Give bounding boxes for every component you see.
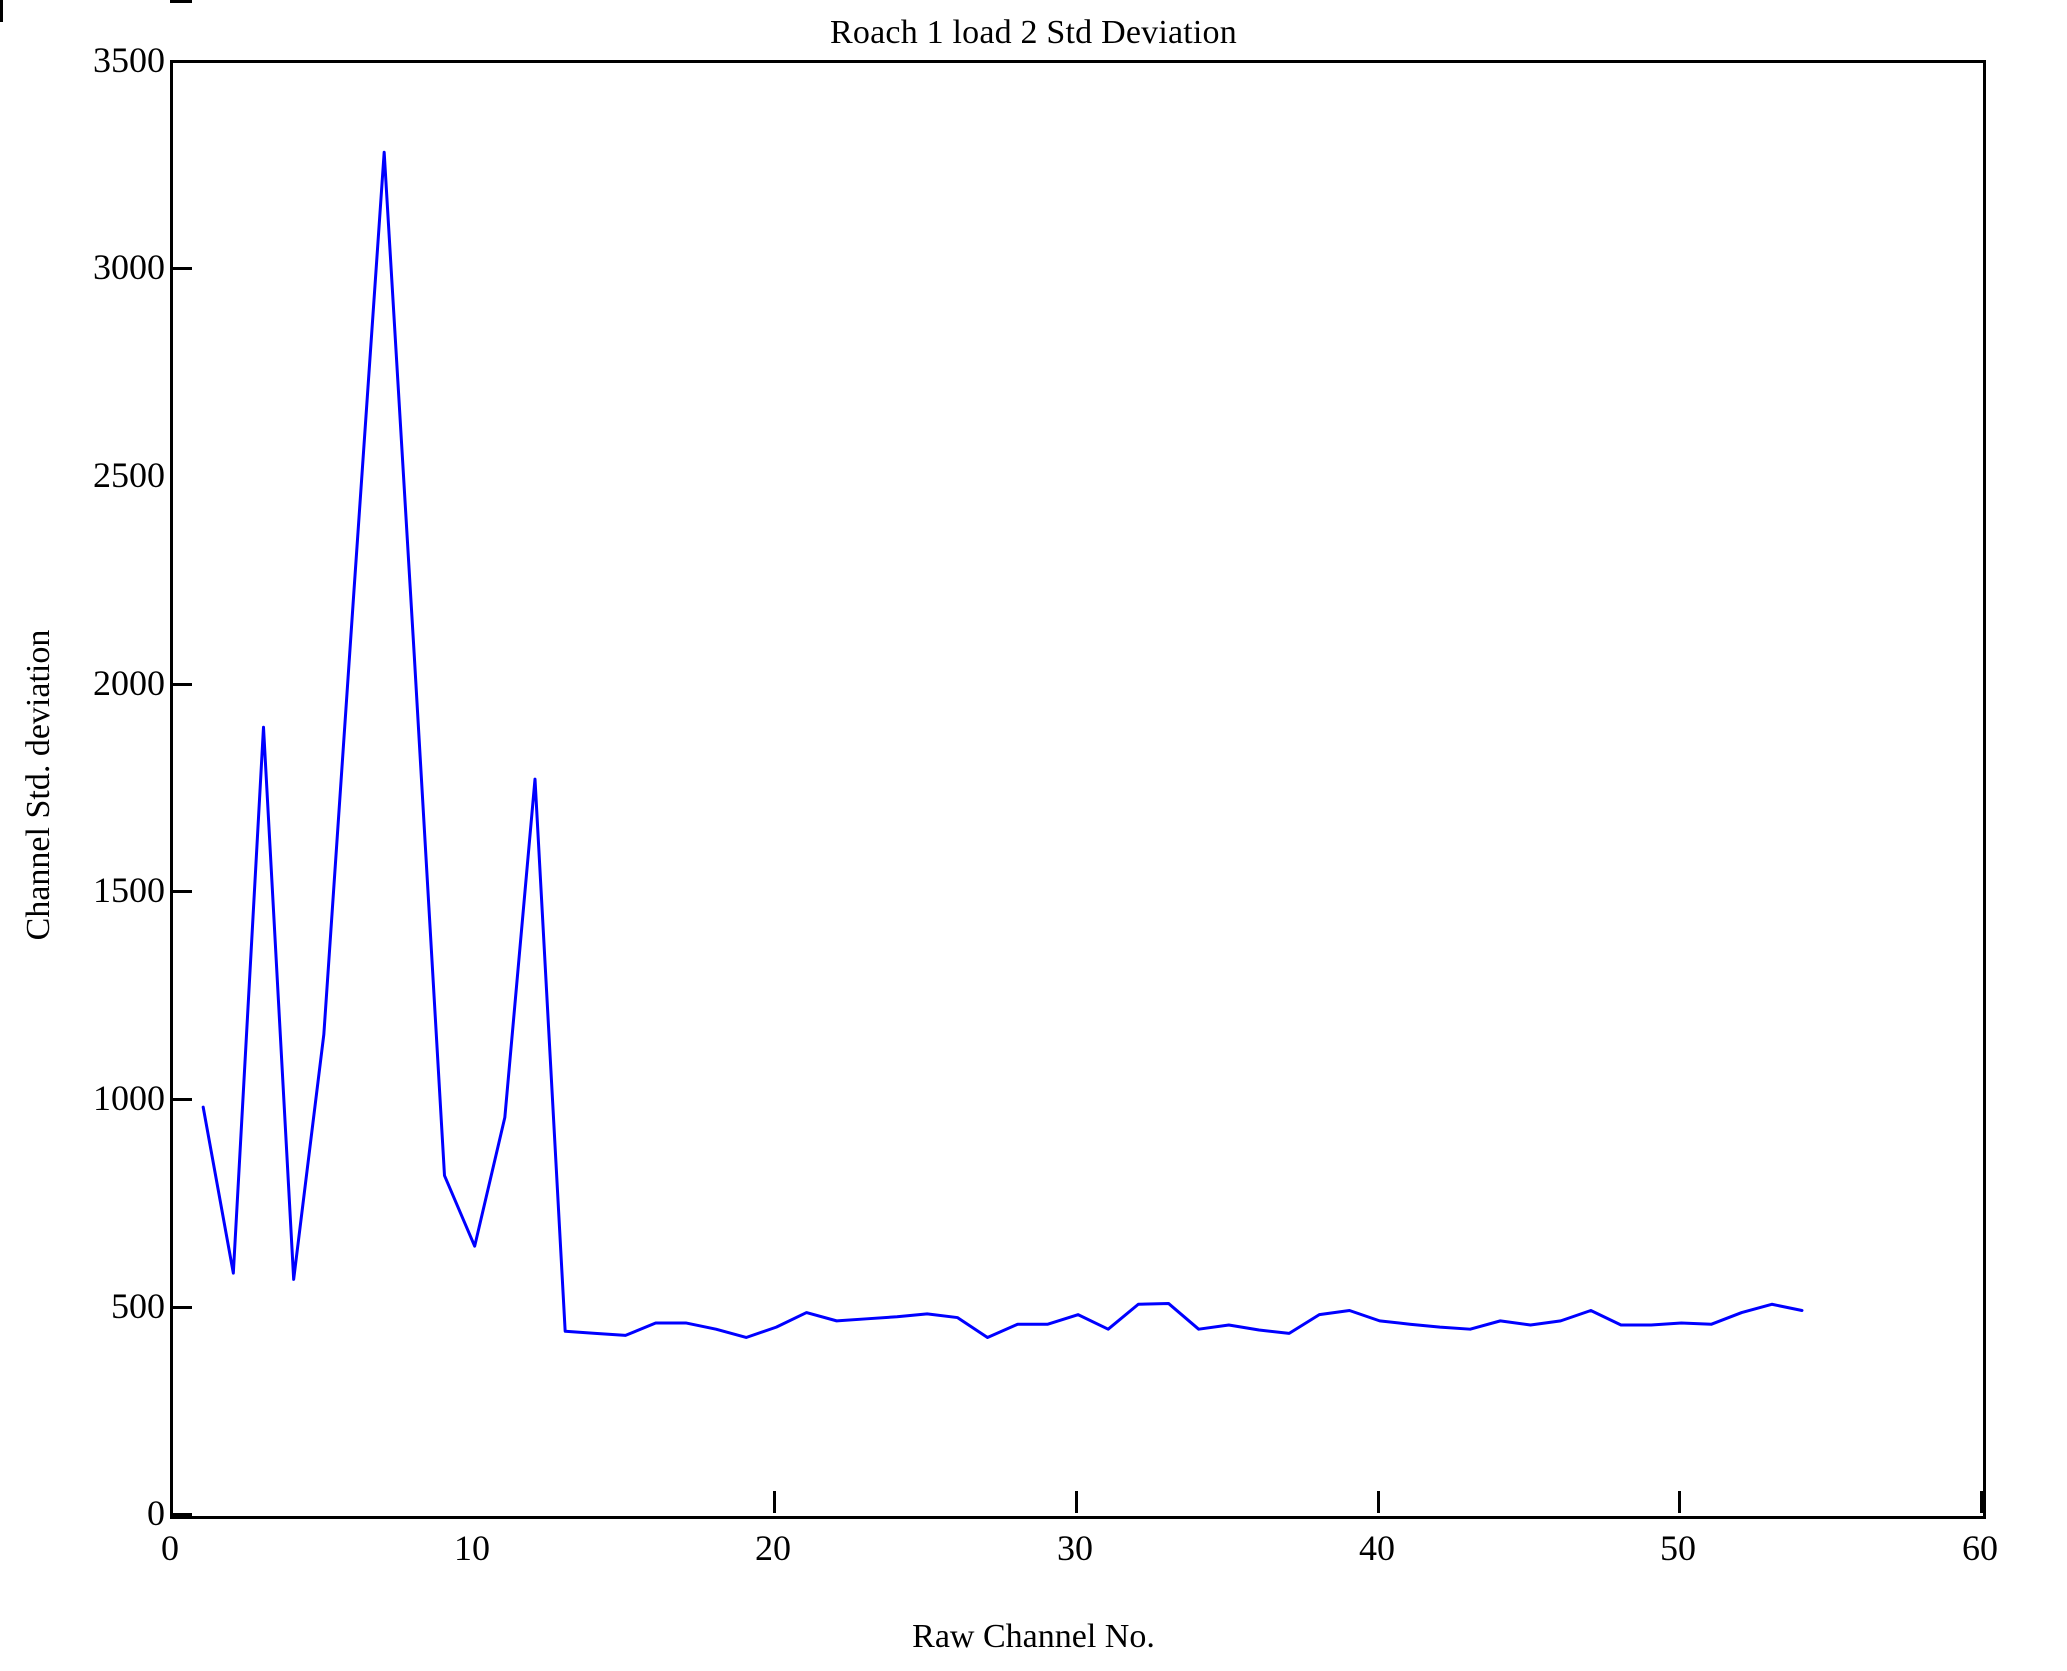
data-line-svg xyxy=(201,150,1804,1339)
xtick-label-0: 0 xyxy=(161,1528,179,1568)
xtick-mark-60 xyxy=(1980,1491,1983,1513)
plot-area xyxy=(170,60,1986,1519)
xtick-mark-30 xyxy=(1075,1491,1078,1513)
xtick-label-50: 50 xyxy=(1660,1528,1696,1568)
ytick-label-2500: 2500 xyxy=(93,455,165,495)
ytick-label-3500: 3500 xyxy=(93,40,165,80)
ytick-mark-500 xyxy=(170,1306,192,1309)
xtick-mark-0 xyxy=(170,1491,173,1513)
xtick-mark-20 xyxy=(773,1491,776,1513)
ytick-label-0: 0 xyxy=(147,1493,165,1533)
ytick-mark-3500 xyxy=(170,60,192,63)
ytick-label-500: 500 xyxy=(111,1286,165,1326)
ytick-label-1000: 1000 xyxy=(93,1078,165,1118)
xtick-mark-40 xyxy=(1377,1491,1380,1513)
xtick-mark-50 xyxy=(1678,1491,1681,1513)
y-axis-title: Channel Std. deviation xyxy=(20,629,57,941)
ytick-label-1500: 1500 xyxy=(93,870,165,910)
ytick-label-3000: 3000 xyxy=(93,247,165,287)
ytick-mark-1500 xyxy=(170,890,192,893)
xtick-label-40: 40 xyxy=(1359,1528,1395,1568)
ytick-mark-2500 xyxy=(170,0,192,3)
ytick-mark-3000 xyxy=(170,267,192,270)
ytick-mark-1000 xyxy=(170,1098,192,1101)
xtick-mark-10 xyxy=(0,0,3,22)
xtick-label-10: 10 xyxy=(454,1528,490,1568)
xtick-label-30: 30 xyxy=(1057,1528,1093,1568)
xtick-label-60: 60 xyxy=(1962,1528,1998,1568)
page-title: Roach 1 load 2 Std Deviation xyxy=(830,14,1237,51)
ytick-label-2000: 2000 xyxy=(93,663,165,703)
data-series-line xyxy=(201,150,1804,1339)
ytick-mark-0 xyxy=(170,1513,192,1516)
ytick-mark-2000 xyxy=(170,683,192,686)
x-axis-title: Raw Channel No. xyxy=(912,1618,1155,1655)
xtick-label-20: 20 xyxy=(755,1528,791,1568)
